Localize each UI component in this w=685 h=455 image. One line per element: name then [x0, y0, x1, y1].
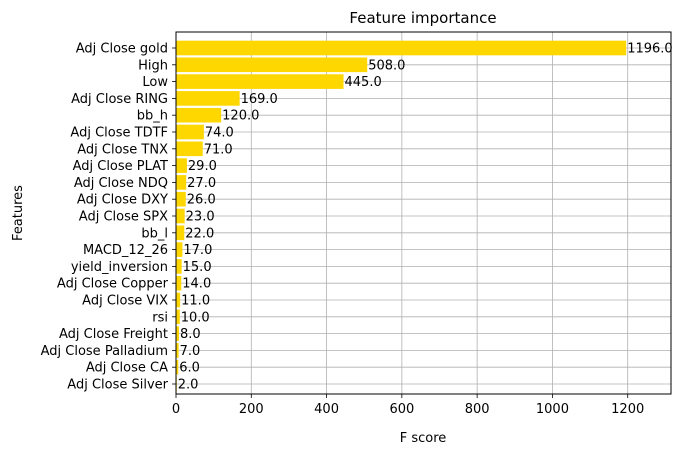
y-tick-label: Adj Close Copper: [57, 277, 169, 292]
bar-value-label: 14.0: [182, 277, 211, 292]
bars: [176, 40, 627, 392]
bar-value-label: 7.0: [180, 344, 201, 359]
bar: [176, 175, 187, 190]
y-tick-label: Adj Close SPX: [79, 210, 168, 225]
y-tick-label: yield_inversion: [71, 260, 168, 275]
bar-value-label: 8.0: [180, 327, 201, 342]
bar: [176, 259, 182, 274]
bar: [176, 91, 240, 106]
bar: [176, 326, 180, 341]
x-tick-label: 1000: [536, 402, 569, 417]
x-tick-label: 1200: [611, 402, 644, 417]
bar: [176, 242, 183, 257]
bar-value-label: 10.0: [181, 310, 210, 325]
bar-value-label: 169.0: [241, 92, 278, 107]
bar-value-label: 27.0: [187, 176, 216, 191]
bar-value-label: 22.0: [185, 226, 214, 241]
plot-frame: [175, 31, 672, 395]
value-labels: 1196.0 508.0 445.0 169.0 120.0 74.071.0 29.0 27…: [178, 42, 673, 393]
y-axis-label: Features: [11, 185, 26, 241]
bar-value-label: 23.0: [186, 210, 215, 225]
y-tick-label: Adj Close DXY: [77, 193, 168, 208]
y-tick-label: bb_h: [137, 109, 168, 124]
y-tick-label: Adj Close RING: [71, 92, 168, 107]
bar: [176, 225, 185, 241]
x-tick-label: 200: [239, 402, 264, 417]
y-tick-label: Adj Close TNX: [77, 142, 168, 157]
x-tick-label: 0: [172, 402, 180, 417]
y-tick-label: Adj Close TDTF: [70, 126, 168, 141]
x-tick-label: 600: [389, 402, 414, 417]
bar-value-label: 6.0: [179, 361, 200, 376]
bar: [176, 343, 179, 358]
bar-value-label: 15.0: [183, 260, 212, 275]
bar: [176, 74, 344, 89]
bar-value-label: 26.0: [187, 193, 216, 208]
bar: [176, 275, 182, 291]
bar: [176, 57, 368, 73]
y-tick-label: Adj Close VIX: [82, 294, 168, 309]
x-axis: 0 200 400 600 800 1000 1200: [172, 394, 644, 417]
bar-value-label: 17.0: [183, 243, 212, 258]
x-tick-label: 400: [314, 402, 339, 417]
bar: [176, 107, 222, 123]
y-tick-label: Adj Close CA: [86, 361, 168, 376]
bar-value-label: 445.0: [345, 75, 382, 90]
bar-value-label: 11.0: [181, 294, 210, 309]
bar-value-label: 74.0: [205, 126, 234, 141]
bar: [176, 359, 179, 375]
bar: [176, 40, 627, 56]
bar: [176, 292, 181, 308]
bar: [176, 309, 180, 325]
bar: [176, 158, 187, 173]
y-tick-label: bb_l: [141, 226, 168, 241]
y-tick-label: Adj Close NDQ: [74, 176, 168, 191]
bar-value-label: 120.0: [222, 109, 259, 124]
bar-value-label: 71.0: [204, 142, 233, 157]
y-tick-label: Adj Close gold: [76, 42, 168, 57]
x-tick-label: 800: [465, 402, 490, 417]
y-tick-label: rsi: [152, 310, 168, 325]
y-tick-label: Adj Close Silver: [67, 378, 168, 393]
bar-value-label: 2.0: [178, 378, 199, 393]
bar-value-label: 1196.0: [627, 42, 673, 57]
bar-value-label: 508.0: [368, 58, 405, 73]
chart-title: Feature importance: [349, 9, 496, 27]
bar: [176, 141, 203, 157]
y-tick-label: Low: [142, 75, 168, 90]
bar: [176, 191, 186, 207]
y-tick-label: Adj Close Freight: [59, 327, 168, 342]
bar: [176, 124, 204, 140]
y-tick-label: Adj Close Palladium: [41, 344, 168, 359]
x-axis-label: F score: [400, 431, 447, 446]
y-tick-label: MACD_12_26: [83, 243, 168, 258]
y-tick-label: High: [138, 58, 168, 73]
y-tick-label: Adj Close PLAT: [73, 159, 168, 174]
bar-value-label: 29.0: [188, 159, 217, 174]
bar: [176, 208, 185, 224]
